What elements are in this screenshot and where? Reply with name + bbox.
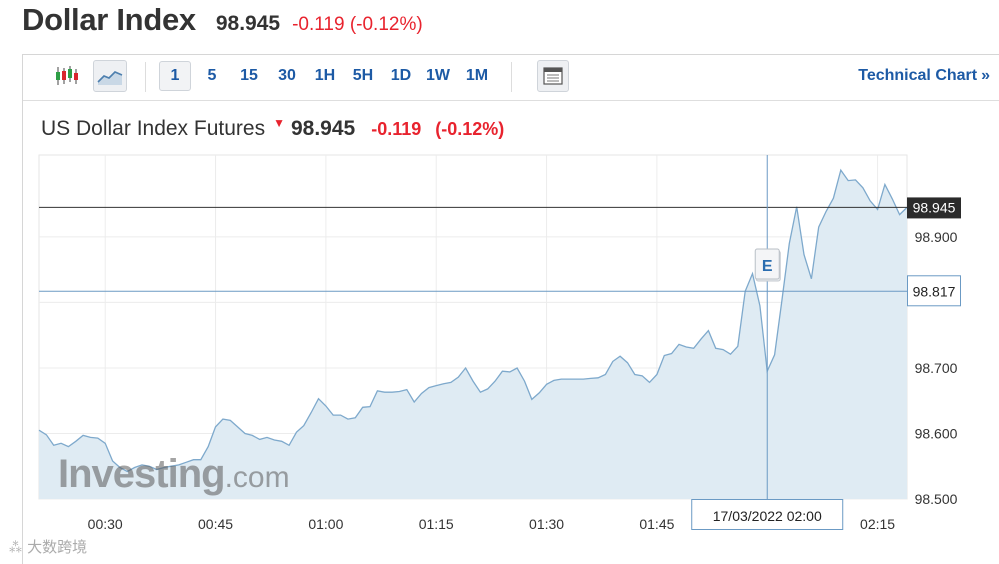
table-icon[interactable] — [537, 60, 569, 92]
instrument-name: US Dollar Index Futures — [41, 117, 266, 140]
price-area-fill — [39, 170, 907, 499]
x-tick-label: 00:30 — [88, 516, 123, 532]
y-tick-label: 98.600 — [915, 425, 958, 441]
toolbar-separator — [145, 62, 146, 92]
timeframe-15[interactable]: 15 — [240, 67, 258, 84]
corner-watermark-text: 大数跨境 — [27, 539, 88, 556]
last-price-tag — [907, 197, 961, 219]
instrument-change-pct: (-0.12%) — [435, 119, 505, 139]
timeframe-30[interactable]: 30 — [278, 67, 296, 84]
last-price-label: 98.945 — [913, 199, 956, 215]
watermark-brand: Investing — [58, 452, 226, 496]
toolbar-separator — [511, 62, 512, 92]
x-tick-label: 01:30 — [529, 516, 564, 532]
reference-lines — [39, 155, 907, 499]
header-change: -0.119 (-0.12%) — [292, 14, 423, 35]
timeframe-5h[interactable]: 5H — [352, 67, 374, 84]
x-tick-label: 01:00 — [308, 516, 343, 532]
timeframe-1h[interactable]: 1H — [314, 67, 336, 84]
x-tick-label: 01:15 — [419, 516, 454, 532]
chart-toolbar: 1 5 15 30 1H 5H 1D 1W 1M Technical Chart… — [23, 55, 999, 101]
timeframe-1[interactable]: 1 — [159, 61, 191, 91]
x-tick-label: 01:45 — [639, 516, 674, 532]
candlestick-icon[interactable] — [51, 61, 81, 91]
event-marker-label: E — [762, 258, 773, 275]
crosshair-time-label: 17/03/2022 02:00 — [713, 508, 822, 524]
instrument-change: -0.119 — [371, 119, 422, 139]
area-chart-icon[interactable] — [93, 60, 127, 92]
x-axis: 00:30 00:45 01:00 01:15 01:30 01:45 02:15 — [88, 516, 896, 532]
instrument-header: US Dollar Index Futures ▼ 98.945 -0.119 … — [41, 116, 505, 141]
technical-chart-link[interactable]: Technical Chart» — [858, 67, 990, 85]
instrument-price: 98.945 — [290, 117, 356, 140]
y-tick-label: 98.700 — [915, 360, 958, 376]
crosshair-time-tag — [691, 499, 844, 530]
price-line — [38, 168, 908, 473]
timeframe-1w[interactable]: 1W — [426, 67, 450, 84]
timeframe-5[interactable]: 5 — [207, 67, 217, 84]
x-tick-label: 00:45 — [198, 516, 233, 532]
y-axis: 98.500 98.600 98.700 98.900 — [915, 229, 958, 507]
crosshair-value-tag — [907, 275, 961, 307]
page-header: Dollar Index 98.945 -0.119 (-0.12%) — [22, 2, 423, 42]
crosshair-value-label: 98.817 — [913, 283, 956, 299]
corner-watermark: ⁂ 大数跨境 — [8, 536, 87, 557]
y-tick-label: 98.900 — [915, 229, 958, 245]
x-tick-label: 02:15 — [860, 516, 895, 532]
price-series — [38, 168, 908, 499]
chart-panel: 1 5 15 30 1H 5H 1D 1W 1M Technical Chart… — [22, 54, 999, 564]
watermark-suffix: .com — [224, 461, 290, 494]
chart-overlay: 98.945 98.817 17/03/2022 02:00 E — [691, 197, 961, 530]
y-tick-label: 98.500 — [915, 491, 958, 507]
corner-logo-icon: ⁂ — [8, 539, 28, 556]
double-chevron-right-icon: » — [981, 67, 990, 84]
header-price: 98.945 — [215, 12, 281, 35]
page-title: Dollar Index — [22, 2, 196, 37]
technical-chart-label: Technical Chart — [858, 67, 978, 84]
timeframe-1d[interactable]: 1D — [390, 67, 412, 84]
event-marker — [754, 248, 780, 280]
investing-watermark: Investing.com — [58, 452, 290, 497]
down-arrow-icon: ▼ — [273, 116, 285, 130]
timeframe-1m[interactable]: 1M — [465, 67, 489, 84]
